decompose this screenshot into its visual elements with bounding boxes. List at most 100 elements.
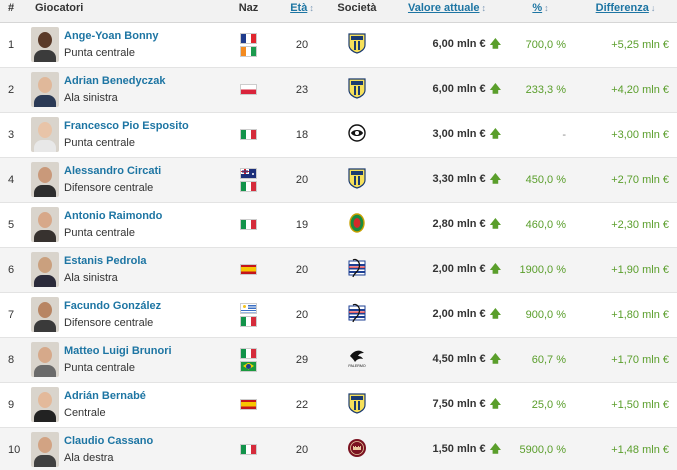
player-name-link[interactable]: Alessandro Circati — [64, 165, 162, 177]
sort-both-icon[interactable]: ↕ — [309, 3, 314, 13]
australia-flag — [240, 167, 257, 179]
market-value[interactable]: 2,00 mln € — [432, 308, 486, 320]
player-name-link[interactable]: Facundo González — [64, 300, 162, 312]
market-value[interactable]: 2,00 mln € — [432, 263, 486, 275]
parma-crest-icon[interactable] — [347, 33, 367, 57]
sort-age-link[interactable]: Età — [290, 2, 308, 14]
header-club: Società — [327, 0, 387, 23]
rank-cell: 8 — [0, 337, 27, 382]
player-name-link[interactable]: Ange-Yoan Bonny — [64, 30, 159, 42]
percent-cell: 700,0 % — [507, 22, 574, 67]
sort-descending-icon[interactable]: ↓ — [650, 3, 656, 13]
sort-percent-link[interactable]: % — [532, 2, 543, 14]
rank-number: 1 — [8, 38, 15, 51]
sampdoria-crest-icon[interactable] — [347, 258, 367, 282]
rank-cell: 7 — [0, 292, 27, 337]
nationality-cell — [220, 337, 277, 382]
parma-crest-icon[interactable] — [347, 168, 367, 192]
italy-flag — [240, 180, 257, 192]
player-name-link[interactable]: Claudio Cassano — [64, 435, 154, 448]
difference-cell: +4,20 mln € — [574, 67, 677, 112]
percent-change: 900,0 % — [525, 308, 566, 321]
player-name-link[interactable]: Adrián Bernabé — [64, 390, 146, 402]
player-photo[interactable] — [31, 207, 59, 242]
rank-cell: 1 — [0, 22, 27, 67]
player-photo[interactable] — [31, 342, 59, 377]
player-photo[interactable] — [31, 297, 59, 332]
sort-difference-link[interactable]: Differenza — [595, 2, 649, 14]
player-name-link[interactable]: Matteo Luigi Brunori — [64, 345, 172, 357]
percent-cell: 900,0 % — [507, 292, 574, 337]
header-difference[interactable]: Differenza ↓ — [574, 0, 677, 23]
player-photo[interactable] — [31, 72, 59, 107]
player-photo[interactable] — [31, 117, 59, 152]
market-value[interactable]: 6,00 mln € — [432, 38, 486, 50]
club-cell — [327, 427, 387, 470]
parma-crest-icon[interactable] — [347, 78, 367, 102]
player-photo[interactable] — [31, 432, 59, 468]
percent-cell: 5900,0 % — [507, 427, 574, 470]
player-name-link[interactable]: Francesco Pio Esposito — [64, 120, 189, 132]
player-name-link[interactable]: Adrian Benedyczak — [64, 75, 166, 87]
club-cell — [327, 67, 387, 112]
up-arrow-icon: 🡅 — [489, 353, 501, 365]
italy-flag — [240, 315, 257, 327]
age-cell: 20 — [277, 247, 327, 292]
age-cell: 20 — [277, 22, 327, 67]
france-flag — [240, 32, 257, 44]
cittadella-crest-icon[interactable] — [347, 439, 367, 462]
market-value[interactable]: 6,00 mln € — [432, 83, 486, 95]
percent-cell: 60,7 % — [507, 337, 574, 382]
sort-both-icon[interactable]: ↕ — [544, 3, 549, 13]
up-arrow-icon: 🡅 — [489, 128, 501, 140]
market-value[interactable]: 4,50 mln € — [432, 353, 486, 365]
percent-cell: 460,0 % — [507, 202, 574, 247]
percent-cell: 25,0 % — [507, 382, 574, 427]
value-difference: +3,00 mln € — [611, 128, 669, 141]
club-cell — [327, 382, 387, 427]
market-value-cell: 7,50 mln € 🡅 — [387, 382, 507, 427]
player-position: Ala sinistra — [64, 92, 118, 104]
table-row: 5 Antonio Raimondo Punta centrale 19 2,80 ml… — [0, 202, 677, 247]
parma-crest-icon[interactable] — [347, 393, 367, 417]
up-arrow-icon: 🡅 — [489, 308, 501, 320]
header-age[interactable]: Età ↕ — [277, 0, 327, 23]
age-cell: 19 — [277, 202, 327, 247]
market-value[interactable]: 2,80 mln € — [432, 218, 486, 230]
difference-cell: +3,00 mln € — [574, 112, 677, 157]
market-value[interactable]: 1,50 mln € — [432, 443, 486, 456]
value-difference: +1,70 mln € — [611, 353, 669, 366]
market-value[interactable]: 3,00 mln € — [432, 128, 486, 140]
player-photo[interactable] — [31, 162, 59, 197]
age-cell: 29 — [277, 337, 327, 382]
sort-market-value-link[interactable]: Valore attuale — [407, 2, 480, 14]
rank-number: 7 — [8, 308, 15, 321]
percent-change: 25,0 % — [531, 398, 566, 411]
market-value[interactable]: 3,30 mln € — [432, 173, 486, 185]
percent-change: 700,0 % — [525, 38, 566, 51]
player-name-link[interactable]: Antonio Raimondo — [64, 210, 163, 222]
player-age: 18 — [295, 128, 309, 141]
header-rank-label: # — [8, 2, 15, 14]
spezia-crest-icon[interactable] — [347, 124, 367, 147]
ternana-crest-icon[interactable] — [347, 213, 367, 237]
nationality-cell — [220, 247, 277, 292]
market-value-cell: 4,50 mln € 🡅 — [387, 337, 507, 382]
header-percent[interactable]: % ↕ — [507, 0, 574, 23]
player-photo[interactable] — [31, 387, 59, 422]
sort-both-icon[interactable]: ↕ — [481, 3, 487, 13]
percent-cell: 1900,0 % — [507, 247, 574, 292]
player-name-link[interactable]: Estanis Pedrola — [64, 255, 147, 267]
age-cell: 23 — [277, 67, 327, 112]
difference-cell: +2,70 mln € — [574, 157, 677, 202]
player-photo[interactable] — [31, 27, 59, 62]
nationality-cell — [220, 427, 277, 470]
table-row: 3 Francesco Pio Esposito Punta centrale 18 3… — [0, 112, 677, 157]
sampdoria-crest-icon[interactable] — [347, 303, 367, 327]
market-value[interactable]: 7,50 mln € — [432, 398, 486, 410]
nationality-cell — [220, 157, 277, 202]
player-photo[interactable] — [31, 252, 59, 287]
header-market-value[interactable]: Valore attuale ↕ — [387, 0, 507, 23]
palermo-crest-icon[interactable]: PALERMO — [347, 350, 367, 372]
market-value-cell: 1,50 mln € 🡅 — [387, 427, 507, 470]
